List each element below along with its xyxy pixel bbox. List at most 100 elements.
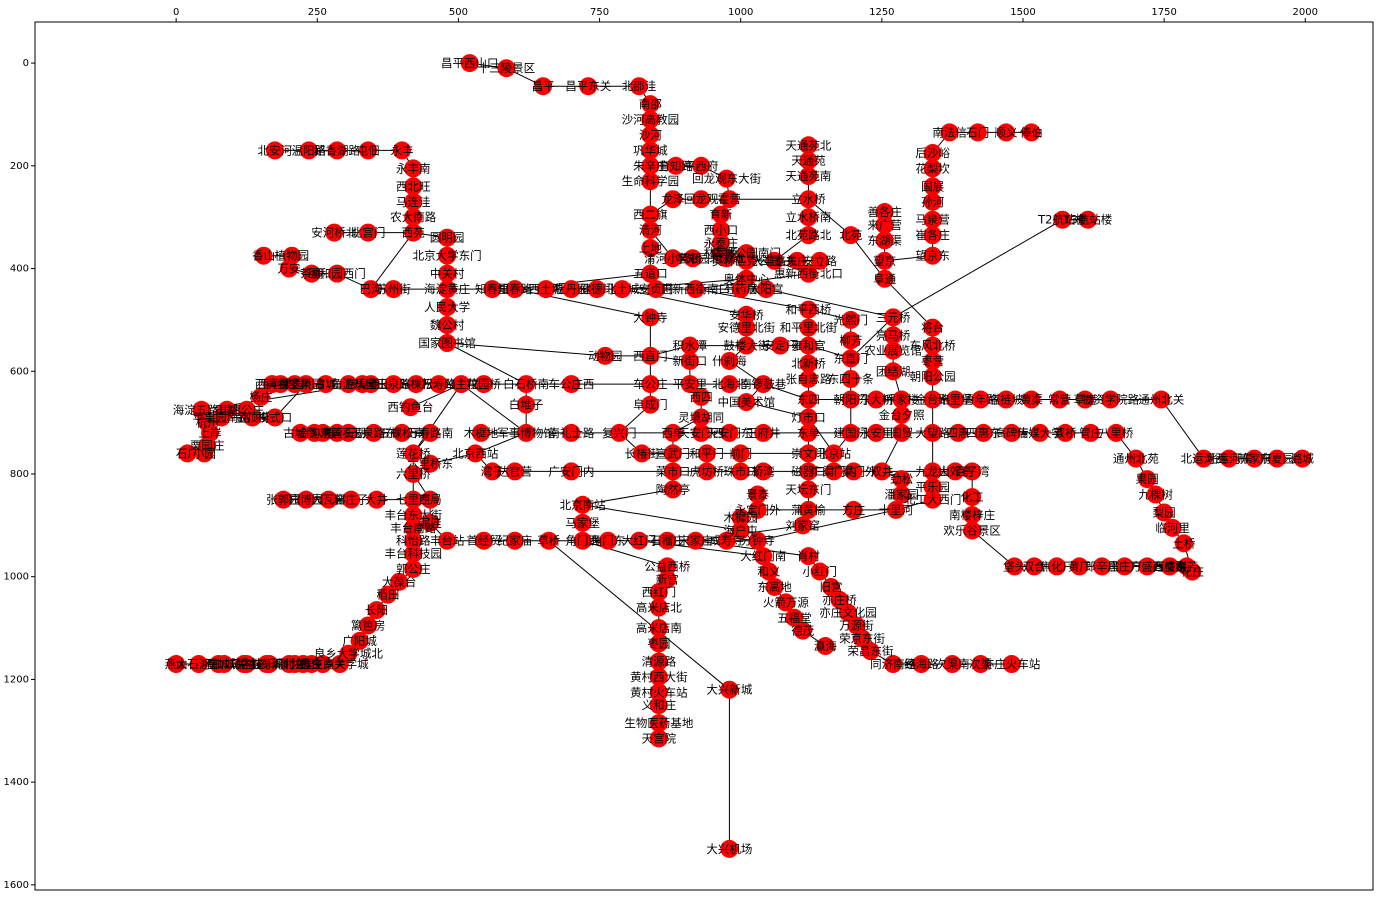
station-node [641, 264, 660, 283]
station-node [765, 251, 784, 270]
station-label: 栗园庄 [190, 439, 225, 453]
station-node [1025, 557, 1044, 576]
station-label: 良乡南关 [300, 657, 346, 671]
station-label: 八宝山 [354, 377, 389, 391]
station-node [884, 655, 903, 674]
station-label: 西土城 [529, 282, 564, 296]
station-label: 义和庄 [642, 698, 677, 712]
station-node [452, 375, 471, 394]
station-label: 新街口 [673, 354, 708, 368]
station-label: 杨庄 [249, 390, 272, 404]
edge [582, 540, 668, 567]
station-label: 平西府 [684, 159, 719, 173]
station-label: 永定门外 [735, 503, 781, 517]
station-label: 黄渠 [1020, 393, 1043, 407]
station-node [596, 346, 615, 365]
station-node [946, 462, 965, 481]
y-axis-ticks: 0 200 400 600 800 1000 1200 1400 1600 [4, 58, 35, 891]
station-node [328, 264, 347, 283]
station-node [573, 531, 592, 550]
station-node [517, 375, 536, 394]
station-node [404, 192, 423, 211]
station-label: 阎村 [232, 657, 255, 671]
edge [475, 432, 527, 454]
station-label: 廖公庄 [229, 403, 264, 417]
station-node [711, 205, 730, 224]
station-label: 奥体中心 [723, 272, 769, 286]
station-label: 高楼金 [1153, 559, 1188, 573]
station-node [404, 544, 423, 563]
station-label: 德茂 [791, 624, 814, 638]
station-label: 海淀五路居 [173, 403, 231, 417]
station-label: 中国美术馆 [718, 395, 776, 409]
station-label: 朝阳门 [834, 393, 869, 407]
station-node [799, 423, 818, 442]
station-node [810, 562, 829, 581]
station-label: 苹果园 [289, 377, 324, 391]
station-node [963, 521, 982, 540]
x-tick-label: 500 [449, 7, 468, 18]
station-node [841, 331, 860, 350]
station-label: 北安河 [258, 143, 293, 157]
station-node [720, 375, 739, 394]
station-label: 丰台东大街 [385, 508, 443, 522]
station-node [1177, 557, 1196, 576]
x-axis-ticks: 0 250 500 750 1000 1250 1500 1750 2000 [173, 7, 1318, 22]
station-label: 田村 [215, 403, 238, 417]
station-node [404, 177, 423, 196]
station-node [799, 300, 818, 319]
station-node [844, 462, 863, 481]
edge [548, 540, 730, 691]
station-node [875, 231, 894, 250]
station-node [663, 462, 682, 481]
station-label: 顺义 [995, 125, 1018, 139]
station-label: 平乐园 [915, 480, 950, 494]
station-label: 龙泽 [661, 192, 684, 206]
station-label: 香山 [252, 249, 275, 263]
station-label: 黄厂 [1068, 559, 1091, 573]
station-node [1126, 449, 1145, 468]
station-node [841, 310, 860, 329]
station-node [243, 408, 262, 427]
station-node [641, 125, 660, 144]
station-label: 西局 [419, 493, 442, 507]
station-label: 白堆子 [509, 398, 544, 412]
station-label: 东四十条 [828, 372, 874, 386]
station-label: 北沙滩 [709, 251, 744, 265]
station-node [649, 696, 668, 715]
station-node [505, 280, 524, 299]
station-label: 东四 [797, 393, 820, 407]
station-label: 马各庄 [229, 657, 264, 671]
axes-frame [34, 21, 1374, 891]
station-node [641, 221, 660, 240]
station-node [754, 547, 773, 566]
station-node [692, 190, 711, 209]
station-label: 临河里 [1155, 521, 1190, 535]
station-label: 金台夕照 [879, 408, 925, 422]
station-label: 东风北桥 [910, 339, 956, 353]
station-node [285, 375, 304, 394]
station-label: 潞城 [1291, 452, 1314, 466]
station-label: 雍和宫 [791, 339, 826, 353]
station-node [1081, 423, 1100, 442]
station-label: 孙河 [921, 195, 944, 209]
station-node [680, 375, 699, 394]
station-label: 积水潭 [673, 339, 708, 353]
station-label: 四惠 [947, 426, 970, 440]
station-label: 朝阳公园 [910, 369, 956, 383]
station-node [658, 557, 677, 576]
station-node [692, 156, 711, 175]
station-label: 北邵洼 [622, 79, 657, 93]
station-label: 北新桥 [791, 357, 826, 371]
station-label: 新宫 [656, 572, 679, 586]
station-label: 动物园 [588, 349, 623, 363]
station-label: 和平西桥 [785, 303, 831, 317]
station-node [799, 226, 818, 245]
station-node [793, 621, 812, 640]
station-node [472, 423, 490, 442]
station-label: 牡丹园 [554, 282, 589, 296]
station-label: 清河小营桥 [644, 251, 702, 265]
station-node [1053, 210, 1072, 229]
station-label: 达官营 [498, 464, 533, 478]
